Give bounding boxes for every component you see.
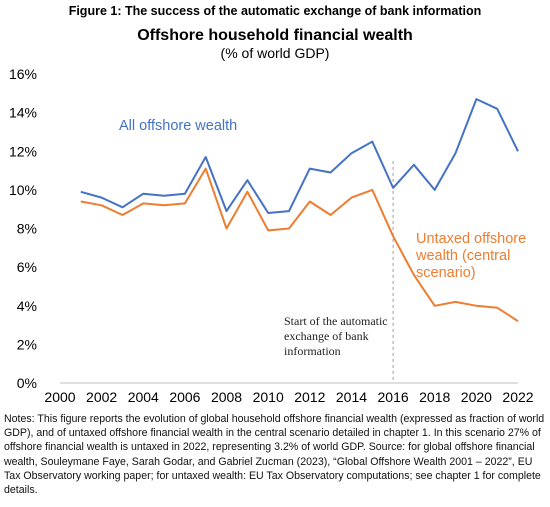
x-tick-label: 2006 [169, 389, 200, 405]
x-tick-label: 2020 [461, 389, 492, 405]
annotation-text: information [284, 344, 341, 358]
series-layer [80, 98, 519, 323]
series-label-untaxed: scenario) [416, 265, 476, 281]
series-label-untaxed: Untaxed offshore [416, 231, 526, 247]
series-line-all-offshore [80, 98, 519, 214]
axes: 0% 2% 4% 6% 8% 10% 12% 14% 16% 2000 2002 2004 2006 20… [9, 66, 534, 405]
series-label-layer: All offshore wealth Untaxed offshorewealt… [119, 118, 526, 281]
chart-title: Offshore household financial wealth [137, 27, 413, 44]
series-line-untaxed [80, 167, 519, 323]
figure-label: Figure 1: The success of the automatic e… [68, 4, 482, 18]
chart-subtitle: (% of world GDP) [220, 45, 330, 61]
annotation-text: Start of the automatic [284, 314, 388, 328]
annotation-text: exchange of bank [284, 329, 369, 343]
y-tick-label: 0% [17, 375, 37, 391]
y-tick-label: 8% [17, 221, 37, 237]
y-tick-label: 10% [9, 182, 37, 198]
x-tick-label: 2002 [86, 389, 117, 405]
x-tick-label: 2014 [336, 389, 367, 405]
y-tick-label: 2% [17, 336, 37, 352]
x-tick-label: 2004 [128, 389, 159, 405]
y-tick-label: 16% [9, 66, 37, 82]
x-tick-label: 2010 [253, 389, 284, 405]
x-tick-label: 2018 [419, 389, 450, 405]
series-label-untaxed: wealth (central [415, 248, 510, 264]
y-tick-label: 6% [17, 259, 37, 275]
x-tick-label: 2008 [211, 389, 242, 405]
x-tick-label: 2012 [294, 389, 325, 405]
x-tick-label: 2000 [44, 389, 75, 405]
x-tick-label: 2016 [378, 389, 409, 405]
figure-notes: Notes: This figure reports the evolution… [4, 413, 545, 497]
series-label-all-offshore: All offshore wealth [119, 118, 237, 134]
y-tick-label: 4% [17, 298, 37, 314]
line-chart: 0% 2% 4% 6% 8% 10% 12% 14% 16% 2000 2002 2004 2006 20… [9, 66, 534, 405]
y-tick-label: 12% [9, 143, 37, 159]
y-tick-label: 14% [9, 105, 37, 121]
x-tick-label: 2022 [502, 389, 533, 405]
